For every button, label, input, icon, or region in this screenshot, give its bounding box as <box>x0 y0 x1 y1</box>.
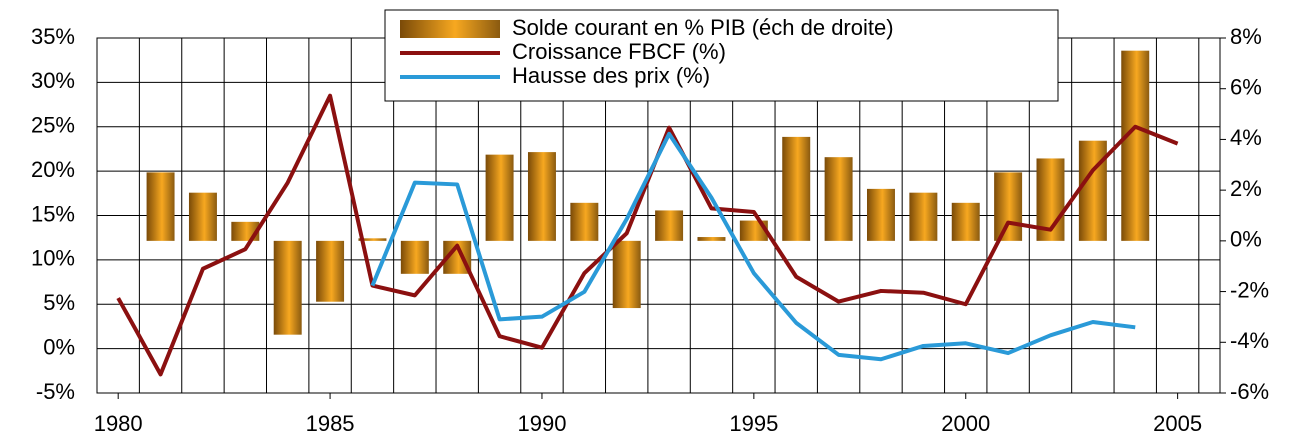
bar <box>824 157 853 241</box>
y2-tick-label: -6% <box>1230 379 1269 404</box>
y-tick-label: 35% <box>31 24 75 49</box>
y2-tick-label: 8% <box>1230 24 1262 49</box>
legend-label: Solde courant en % PIB (éch de droite) <box>512 15 894 40</box>
y-tick-label: 0% <box>43 334 75 359</box>
legend-swatch <box>400 20 500 38</box>
x-tick-label: 1990 <box>517 411 566 436</box>
y-tick-label: -5% <box>36 379 75 404</box>
bar <box>273 240 302 335</box>
x-tick-label: 2000 <box>941 411 990 436</box>
y-tick-label: 5% <box>43 290 75 315</box>
bar <box>527 152 556 241</box>
y2-tick-label: 4% <box>1230 125 1262 150</box>
x-tick-label: 2005 <box>1153 411 1202 436</box>
bar <box>782 136 811 241</box>
bar <box>358 238 387 241</box>
bar <box>146 172 175 241</box>
bar <box>400 240 429 274</box>
legend-label: Hausse des prix (%) <box>512 63 710 88</box>
bar <box>994 172 1023 241</box>
bar <box>188 192 217 241</box>
y2-tick-label: 6% <box>1230 75 1262 100</box>
legend-label: Croissance FBCF (%) <box>512 39 726 64</box>
y2-tick-label: -2% <box>1230 277 1269 302</box>
x-tick-label: 1985 <box>306 411 355 436</box>
y-tick-label: 25% <box>31 113 75 138</box>
y-tick-label: 30% <box>31 68 75 93</box>
y-tick-label: 20% <box>31 157 75 182</box>
y-tick-label: 15% <box>31 201 75 226</box>
bar <box>866 188 895 241</box>
y2-tick-label: 0% <box>1230 227 1262 252</box>
y2-tick-label: 2% <box>1230 176 1262 201</box>
bar <box>697 237 726 241</box>
bar <box>485 154 514 241</box>
bar <box>1121 50 1150 241</box>
bar <box>655 210 684 241</box>
line <box>370 131 1136 362</box>
bar <box>316 240 345 302</box>
bar <box>1078 140 1107 241</box>
bar <box>951 202 980 241</box>
y2-tick-label: -4% <box>1230 328 1269 353</box>
bar <box>570 202 599 241</box>
x-tick-label: 1995 <box>729 411 778 436</box>
bar <box>612 240 641 309</box>
y-tick-label: 10% <box>31 246 75 271</box>
bar <box>909 192 938 241</box>
x-tick-label: 1980 <box>94 411 143 436</box>
